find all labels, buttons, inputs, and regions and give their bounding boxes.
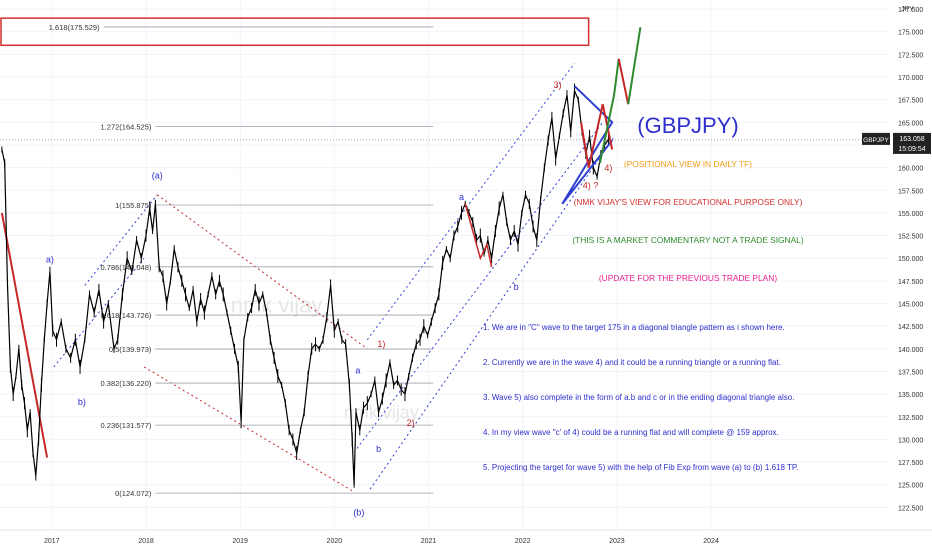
y-tick-label: 137.500 <box>898 369 923 376</box>
projection-up-c[interactable] <box>627 27 642 105</box>
y-tick-label: 122.500 <box>898 505 923 512</box>
annotation-heading: (POSITIONAL VIEW IN DAILY TF) <box>624 159 752 169</box>
target-zone-box[interactable] <box>0 17 590 47</box>
channel-upper-c[interactable] <box>366 63 575 341</box>
watermark-text: nmk vijay <box>231 293 323 318</box>
fib-level-label: 1.272(164.525) <box>101 123 152 132</box>
last-price-value: 163.058 <box>899 136 924 143</box>
channel-upper-b[interactable] <box>156 194 368 350</box>
y-tick-label: 140.000 <box>898 347 923 354</box>
y-tick-label: 142.500 <box>898 324 923 331</box>
x-tick-label: 2019 <box>232 538 248 545</box>
last-price-tag-bg[interactable] <box>893 132 931 154</box>
watermark-text: nmk vijay <box>344 403 419 423</box>
annotation-point: 3. Wave 5) also complete in the form of … <box>483 393 794 402</box>
y-tick-label: 160.000 <box>898 166 923 173</box>
wave-label: a <box>355 365 360 375</box>
x-tick-label: 2022 <box>515 538 531 545</box>
y-tick-label: 172.500 <box>898 52 923 59</box>
fib-level-label: 0.618(143.726) <box>101 311 152 320</box>
y-tick-label: 132.500 <box>898 415 923 422</box>
wave-label: (b) <box>353 508 364 518</box>
wave-label: (a) <box>152 170 163 180</box>
symbol-tag-bg <box>862 132 890 145</box>
channel-lower-c[interactable] <box>369 135 616 490</box>
fib-level-label: 0.5(139.973) <box>109 345 152 354</box>
price-line[interactable] <box>1 90 609 486</box>
annotation-point: 4. In my view wave "c' of 4) could be a … <box>483 428 779 437</box>
axis-currency-label: JPY <box>901 6 914 13</box>
projection-down-b[interactable] <box>617 58 630 105</box>
y-tick-label: 170.000 <box>898 75 923 82</box>
x-tick-label: 2024 <box>703 538 719 545</box>
fib-level-label: 0.382(136.220) <box>101 379 152 388</box>
x-tick-label: 2020 <box>327 538 343 545</box>
y-tick-label: 127.500 <box>898 460 923 467</box>
wave-label: 3) <box>554 80 562 90</box>
fib-level-label: 1.618(175.529) <box>49 23 100 32</box>
annotation-heading: (THIS IS A MARKET COMMENTARY NOT A TRADE… <box>572 235 803 245</box>
x-tick-label: 2021 <box>421 538 437 545</box>
fib-level-label: 0.236(131.577) <box>101 421 152 430</box>
annotation-heading: (NMK VIJAY'S VIEW FOR EDUCATIONAL PURPOS… <box>574 197 803 207</box>
x-tick-label: 2023 <box>609 538 625 545</box>
price-axis-bg <box>890 0 932 550</box>
x-tick-label: 2017 <box>44 538 60 545</box>
wave-label: 4) <box>604 163 612 173</box>
channel-lower-a[interactable] <box>53 257 145 368</box>
y-tick-label: 147.500 <box>898 279 923 286</box>
annotation-point: 5. Projecting the target for wave 5) wit… <box>483 463 798 472</box>
y-tick-label: 152.500 <box>898 234 923 241</box>
y-tick-label: 135.000 <box>898 392 923 399</box>
annotation-point: 1. We are in "C" wave to the target 175 … <box>483 323 785 332</box>
wave-label: b <box>514 282 519 292</box>
wave-label: b <box>376 444 381 454</box>
wave-label: 2) <box>407 418 415 428</box>
corrective-segment[interactable] <box>464 203 493 268</box>
channel-mid-c[interactable] <box>356 122 604 449</box>
fib-level-label: 1(155.875) <box>115 201 152 210</box>
wave-label: b) <box>78 397 86 407</box>
wave-label: 4) ? <box>583 180 599 190</box>
y-tick-label: 145.000 <box>898 302 923 309</box>
annotation-heading: (UPDATE FOR THE PREVIOUS TRADE PLAN) <box>599 273 777 283</box>
chart-title: (GBPJPY) <box>637 113 738 138</box>
channel-lower-b[interactable] <box>143 366 355 493</box>
y-tick-label: 157.500 <box>898 188 923 195</box>
y-tick-label: 177.500 <box>898 7 923 14</box>
y-tick-label: 150.000 <box>898 256 923 263</box>
y-tick-label: 125.000 <box>898 483 923 490</box>
y-tick-label: 155.000 <box>898 211 923 218</box>
x-tick-label: 2018 <box>138 538 154 545</box>
y-tick-label: 165.000 <box>898 120 923 127</box>
candle-countdown: 15:09:54 <box>898 146 925 153</box>
y-tick-label: 130.000 <box>898 437 923 444</box>
fib-level-label: 0(124.072) <box>115 489 152 498</box>
wave-label: a) <box>46 255 54 265</box>
channel-upper-a[interactable] <box>84 194 158 286</box>
downtrend-line[interactable] <box>0 212 49 458</box>
symbol-tag: GBPJPY <box>863 137 889 144</box>
wave-label: 1) <box>377 339 385 349</box>
annotation-point: 2. Currently we are in the wave 4) and i… <box>483 358 781 367</box>
y-tick-label: 175.000 <box>898 30 923 37</box>
y-tick-label: 167.500 <box>898 98 923 105</box>
projection-up-a[interactable] <box>598 58 620 164</box>
wave-label: a <box>459 192 464 202</box>
